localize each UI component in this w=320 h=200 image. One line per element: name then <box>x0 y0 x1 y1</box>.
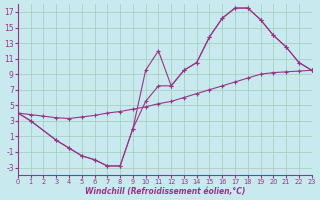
X-axis label: Windchill (Refroidissement éolien,°C): Windchill (Refroidissement éolien,°C) <box>84 187 245 196</box>
